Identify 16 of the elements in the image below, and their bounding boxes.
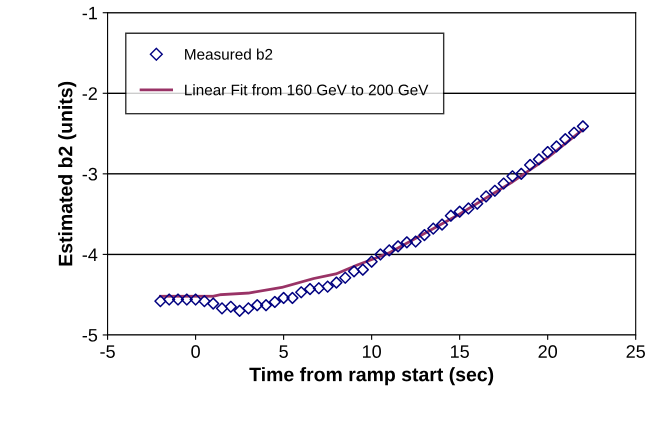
x-tick-label: -5 [100,345,115,358]
x-tick-label: 0 [191,345,200,358]
x-tick-label: 15 [450,345,469,358]
x-tick-label: 10 [362,345,381,358]
x-tick-label: 20 [538,345,558,358]
x-tick-label: 25 [626,345,645,358]
legend-label: Measured b2 [185,48,272,60]
y-tick-label: -3 [82,168,98,181]
x-tick-label: 5 [279,345,288,358]
y-tick-label: -2 [82,87,97,100]
legend-label: Linear Fit from 160 GeV to 200 GeV [185,84,428,96]
y-tick-label: -5 [82,329,98,342]
y-tick-label: -4 [82,248,98,261]
y-tick-label: -1 [82,6,97,20]
y-axis-title: Estimated b2 (units) [58,82,76,266]
x-axis-title: Time from ramp start (sec) [249,367,494,386]
